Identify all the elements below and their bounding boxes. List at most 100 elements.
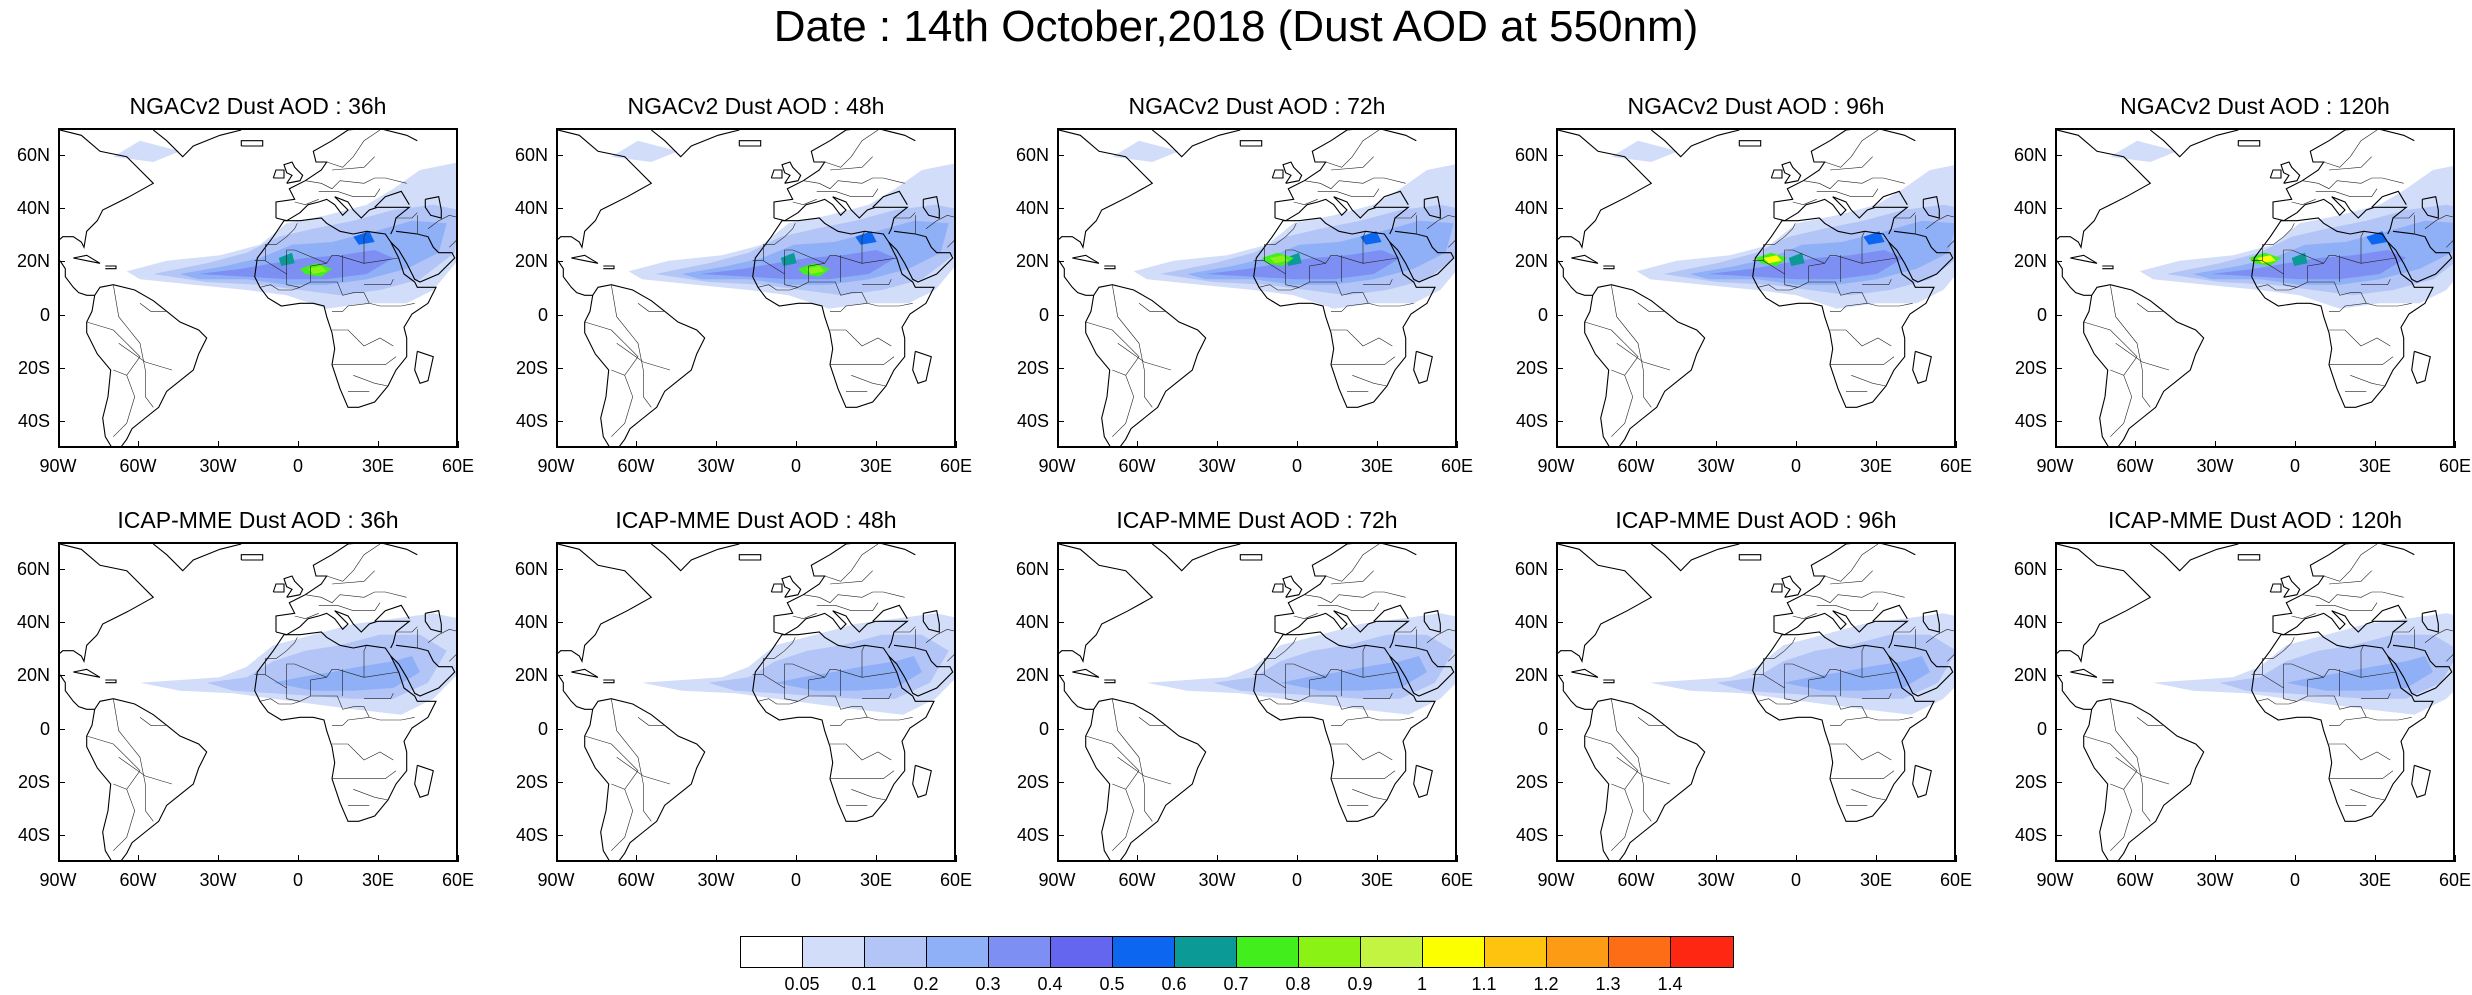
country-border xyxy=(752,223,796,261)
country-border xyxy=(331,570,375,585)
coastline xyxy=(558,674,593,710)
colorbar-label: 1.4 xyxy=(1657,974,1683,994)
lat-tick-label: 60N xyxy=(16,558,50,579)
country-border xyxy=(2350,375,2386,387)
lat-tick xyxy=(556,154,563,156)
country-border xyxy=(332,770,397,779)
country-border xyxy=(1757,698,1799,705)
lat-tick-label: 20S xyxy=(2014,772,2047,792)
country-border xyxy=(1293,199,1318,206)
lat-tick xyxy=(58,154,65,156)
page-title: Date : 14th October,2018 (Dust AOD at 55… xyxy=(773,2,1699,51)
country-border xyxy=(1829,156,1873,171)
country-border xyxy=(2413,629,2426,651)
dust-aod-map xyxy=(60,130,456,446)
coastline xyxy=(105,679,117,684)
country-border xyxy=(1637,303,1665,312)
country-border xyxy=(816,188,879,197)
country-border xyxy=(1395,212,1417,219)
country-border xyxy=(364,693,394,699)
lat-tick-label: 20S xyxy=(515,772,548,792)
lat-tick xyxy=(1057,622,1064,623)
country-border xyxy=(1616,757,1671,785)
country-border xyxy=(2262,260,2412,307)
lon-tick xyxy=(2375,441,2376,448)
lat-tick-label: 20N xyxy=(1514,251,1548,272)
country-border xyxy=(363,257,399,264)
lon-tick-label: 60W xyxy=(617,456,655,476)
lon-tick xyxy=(956,855,957,862)
country-border xyxy=(1362,257,1398,264)
lat-tick-label: 20S xyxy=(2014,358,2047,378)
country-border xyxy=(1304,177,1406,190)
coastline xyxy=(872,604,908,622)
country-border xyxy=(2424,214,2453,229)
lon-tick xyxy=(2455,855,2456,862)
country-border xyxy=(752,637,796,675)
coastline xyxy=(1571,254,1599,264)
lat-tick xyxy=(1556,421,1563,423)
coastline xyxy=(1875,620,1909,649)
lat-tick xyxy=(556,675,563,677)
country-border xyxy=(2360,671,2396,678)
lat-tick xyxy=(556,622,563,623)
colorbar-label: 0.7 xyxy=(1223,974,1249,994)
lat-tick xyxy=(556,421,563,423)
lon-tick xyxy=(1636,441,1637,448)
country-border xyxy=(824,130,879,168)
coastline xyxy=(1770,583,1783,593)
country-border xyxy=(894,212,916,219)
lat-tick xyxy=(556,261,563,263)
country-border xyxy=(332,717,370,726)
country-border xyxy=(1784,645,1865,688)
lon-tick xyxy=(716,441,717,448)
coastline xyxy=(2269,583,2282,593)
colorbar-swatch xyxy=(1671,937,1733,967)
coastline xyxy=(875,206,909,235)
country-border xyxy=(2323,130,2378,168)
coastline xyxy=(1239,140,1263,147)
coastline xyxy=(2070,668,2098,678)
country-border xyxy=(1352,789,1388,801)
country-border xyxy=(113,698,154,822)
lon-tick-label: 0 xyxy=(2289,870,2300,890)
country-border xyxy=(254,637,298,675)
colorbar-label: 1.1 xyxy=(1471,974,1497,994)
lat-tick xyxy=(2055,208,2062,209)
lon-tick xyxy=(2375,855,2376,862)
lon-tick-label: 30E xyxy=(361,456,395,476)
map-panel xyxy=(58,542,458,862)
country-border xyxy=(925,214,954,229)
lat-tick xyxy=(556,568,563,570)
coastline xyxy=(1738,140,1762,147)
coastline xyxy=(1253,217,1436,408)
country-border xyxy=(416,629,429,651)
lon-tick-label: 30W xyxy=(697,870,735,890)
coastline xyxy=(424,196,442,219)
colorbar-swatch xyxy=(1113,937,1175,967)
lon-tick-label: 60E xyxy=(939,456,973,476)
lat-tick-label: 20N xyxy=(1015,251,1049,272)
country-border xyxy=(816,602,879,611)
country-border xyxy=(1830,743,1892,761)
country-border xyxy=(1584,321,1639,376)
lat-tick-label: 60N xyxy=(1015,558,1049,579)
country-border xyxy=(808,677,825,696)
coastline xyxy=(152,544,242,572)
coastline xyxy=(272,169,285,179)
lon-tick xyxy=(556,441,557,448)
aod-contour xyxy=(1611,140,1678,162)
lat-tick-label: 40S xyxy=(515,411,548,432)
lat-tick xyxy=(58,835,65,837)
lat-tick-label: 40N xyxy=(1514,198,1548,218)
lon-tick xyxy=(1796,855,1797,862)
lat-tick-label: 40S xyxy=(515,825,548,846)
lon-tick-label: 0 xyxy=(292,456,303,476)
country-border xyxy=(1784,231,1865,274)
coastline xyxy=(283,575,304,598)
lat-tick xyxy=(1057,368,1064,369)
lon-tick-label: 90W xyxy=(39,456,77,476)
country-border xyxy=(2393,212,2415,219)
country-border xyxy=(2110,698,2151,822)
coastline xyxy=(1274,610,1377,636)
